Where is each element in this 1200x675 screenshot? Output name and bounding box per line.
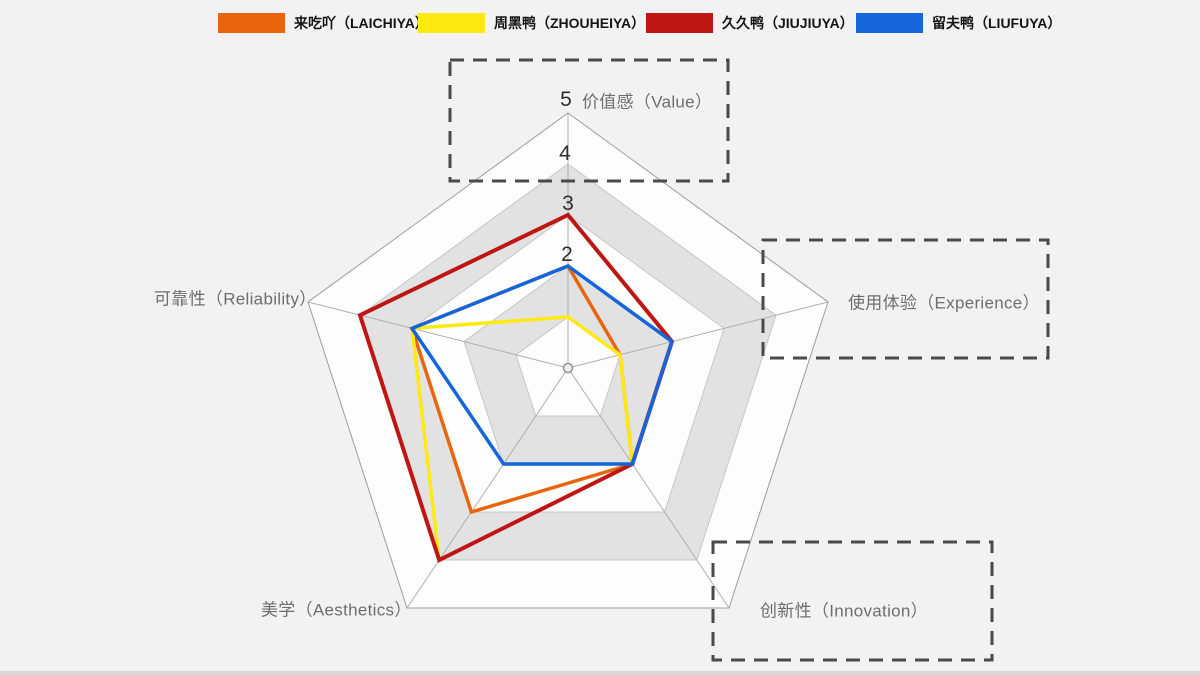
legend-label: 久久鸭（JIUJIUYA）	[722, 14, 854, 31]
axis-label-aesthetics: 美学（Aesthetics）	[261, 600, 412, 620]
center-marker	[562, 362, 574, 374]
axis-spoke-reliability	[307, 301, 569, 369]
highlight-box-innovation	[711, 540, 994, 662]
legend-item-zhouheiya: 周黑鸭（ZHOUHEIYA）	[418, 12, 645, 33]
legend-label: 周黑鸭（ZHOUHEIYA）	[494, 14, 646, 31]
legend-swatch	[646, 12, 713, 33]
highlight-box-experience	[761, 238, 1050, 360]
legend-label: 来吃吖（LAICHIYA）	[294, 14, 429, 31]
legend-swatch	[418, 12, 485, 33]
axis-label-reliability: 可靠性（Reliability）	[154, 289, 317, 309]
legend-swatch	[856, 12, 923, 33]
legend-label: 留夫鸭（LIUFUYA）	[932, 14, 1062, 31]
tick-label-3: 3	[562, 192, 574, 215]
axis-label-value: 价值感（Value）	[582, 92, 713, 112]
bottom-edge-strip	[0, 671, 1200, 675]
axis-spoke-aesthetics	[406, 367, 569, 609]
series-polygon-3	[409, 264, 675, 466]
tick-label-4: 4	[559, 142, 571, 165]
legend-swatch	[218, 12, 285, 33]
axis-label-innovation: 创新性（Innovation）	[760, 601, 928, 621]
tick-label-5: 5	[560, 88, 572, 111]
axis-spoke-innovation	[567, 367, 730, 609]
axis-spoke-experience	[567, 301, 829, 369]
tick-label-2: 2	[561, 243, 573, 266]
legend-item-jiujiuya: 久久鸭（JIUJIUYA）	[646, 12, 854, 33]
highlight-box-value	[448, 58, 730, 183]
axis-label-experience: 使用体验（Experience）	[848, 293, 1040, 313]
legend-item-laichiya: 来吃吖（LAICHIYA）	[218, 12, 429, 33]
legend-item-liufuya: 留夫鸭（LIUFUYA）	[856, 12, 1061, 33]
series-polygon-2	[357, 212, 675, 563]
